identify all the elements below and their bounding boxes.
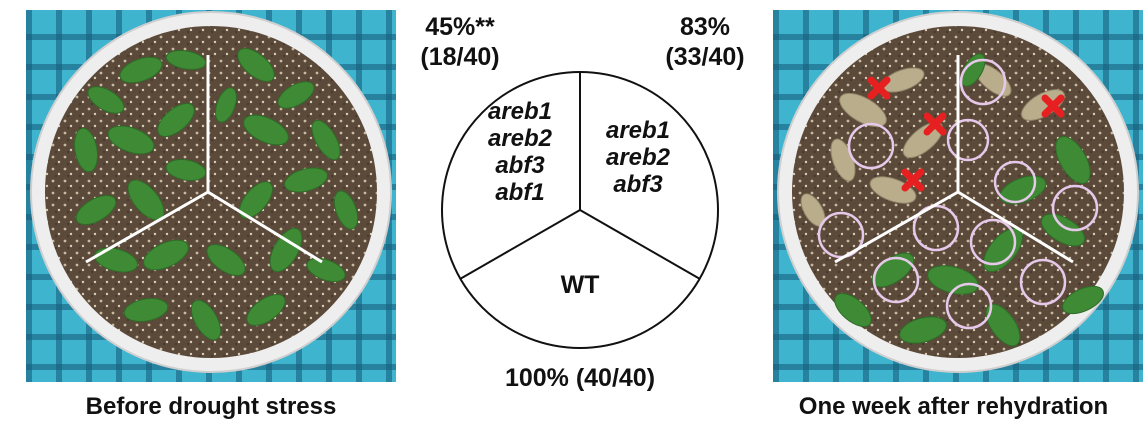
wt-survival: 100% (40/40) — [504, 364, 656, 392]
caption-before-drought: Before drought stress — [85, 393, 337, 420]
x-mark-icon — [1041, 94, 1065, 118]
caption-after-rehydration: One week after rehydration — [798, 393, 1109, 420]
gene-name: areb2 — [605, 144, 671, 171]
survival-count: (18/40) — [420, 43, 500, 71]
gene-name: abf3 — [613, 171, 663, 198]
top-right-survival: 83% (33/40) — [655, 12, 755, 72]
gene-name: areb1 — [487, 98, 553, 125]
genotype-label-wt: WT — [560, 271, 600, 299]
before-drought-photo — [26, 10, 396, 382]
genotype-label-triple: areb1 areb2 abf3 — [588, 117, 688, 198]
survival-percent: 83% — [679, 13, 731, 41]
top-left-survival: 45%** (18/40) — [400, 12, 520, 72]
genotype-pie-diagram — [441, 71, 719, 349]
soil — [45, 26, 377, 358]
pot-illustration — [777, 11, 1139, 373]
pie-divider — [579, 209, 701, 280]
gene-name: abf3 — [495, 152, 545, 179]
x-mark-icon — [901, 168, 925, 192]
after-rehydration-photo — [773, 10, 1143, 382]
genotype-label-quadruple: areb1 areb2 abf3 abf1 — [470, 98, 570, 206]
x-mark-icon — [923, 112, 947, 136]
x-mark-icon — [867, 76, 891, 100]
gene-name: areb2 — [487, 125, 553, 152]
divider-lines — [834, 55, 1074, 264]
pot-illustration — [30, 11, 392, 373]
survival-percent: 45%** — [425, 13, 495, 41]
rosette-plants — [74, 48, 359, 341]
survival-count: (33/40) — [665, 43, 745, 71]
gene-name: abf1 — [495, 179, 545, 206]
dead-marks — [867, 76, 1065, 192]
divider-lines — [85, 55, 323, 264]
survivor-circles — [817, 58, 1099, 330]
pie-divider — [459, 209, 581, 280]
gene-name: areb1 — [605, 117, 671, 144]
